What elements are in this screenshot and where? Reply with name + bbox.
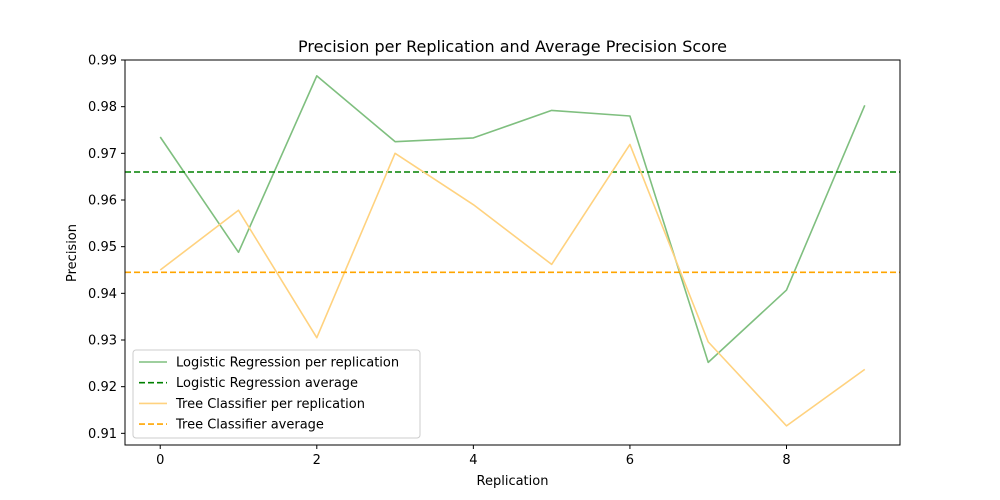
legend-label: Logistic Regression per replication (176, 356, 399, 371)
legend-label: Logistic Regression average (176, 376, 358, 391)
y-tick-label: 0.96 (88, 194, 117, 209)
y-axis-label: Precision (65, 224, 80, 282)
x-tick-label: 4 (469, 453, 477, 468)
y-tick-label: 0.92 (88, 380, 117, 395)
y-tick-label: 0.99 (88, 54, 117, 69)
y-axis: 0.91 0.92 0.93 0.94 0.95 0.96 0.97 0.98 0.99 (88, 54, 125, 442)
legend-box (132, 349, 421, 439)
y-tick-label: 0.91 (88, 427, 117, 442)
y-tick-label: 0.93 (88, 334, 117, 349)
y-tick-label: 0.94 (88, 287, 117, 302)
x-tick-label: 6 (626, 453, 634, 468)
y-tick-label: 0.97 (88, 147, 117, 162)
plot-area (124, 59, 901, 446)
x-tick-label: 0 (156, 453, 164, 468)
plot-frame (124, 59, 901, 446)
y-tick-label: 0.98 (88, 100, 117, 115)
legend-label: Tree Classifier per replication (175, 397, 365, 412)
x-axis-label: Replication (477, 474, 549, 489)
chart-title: Precision per Replication and Average Pr… (298, 37, 727, 56)
x-tick-label: 2 (313, 453, 321, 468)
series-line-0 (159, 75, 866, 364)
legend-label: Tree Classifier average (175, 418, 324, 433)
x-tick-label: 8 (782, 453, 790, 468)
series-line-2 (159, 143, 866, 427)
y-tick-label: 0.95 (88, 240, 117, 255)
x-axis: 0 2 4 6 8 (156, 445, 791, 468)
legend: Logistic Regression per replication Logis… (132, 349, 421, 439)
